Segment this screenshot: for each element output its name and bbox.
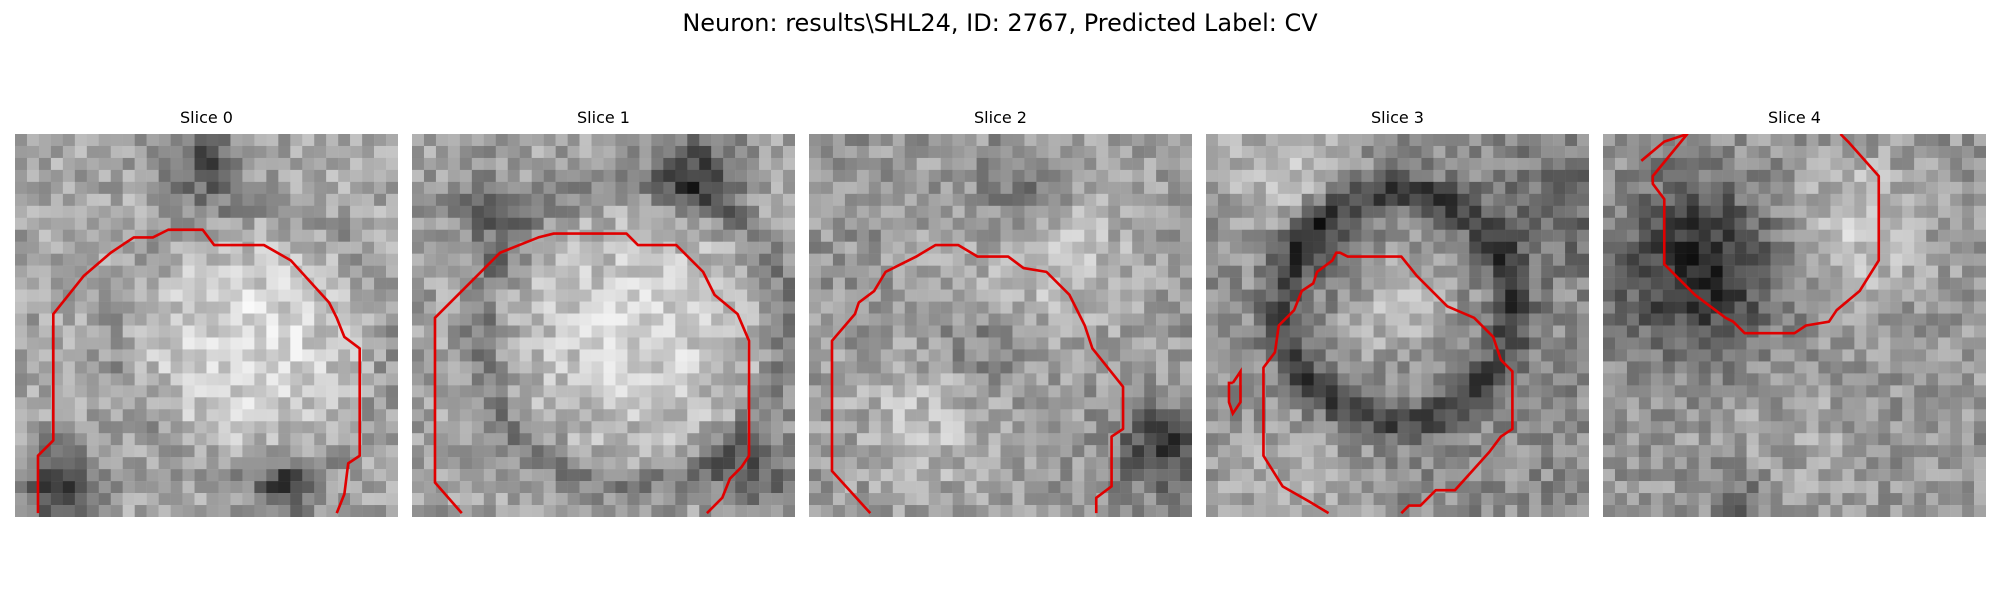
slice-panel-2: Slice 2 (809, 108, 1192, 518)
slice-title-4: Slice 4 (1603, 108, 1986, 128)
slice-panel-3: Slice 3 (1206, 108, 1589, 518)
slice-title-3: Slice 3 (1206, 108, 1589, 128)
slice-title-0: Slice 0 (15, 108, 398, 128)
slice-image-3 (1206, 134, 1589, 517)
slice-panel-4: Slice 4 (1603, 108, 1986, 518)
figure-title: Neuron: results\SHL24, ID: 2767, Predict… (0, 8, 2000, 38)
slice-image-2 (809, 134, 1192, 517)
slice-title-1: Slice 1 (412, 108, 795, 128)
slice-image-0 (15, 134, 398, 517)
slice-panel-0: Slice 0 (15, 108, 398, 518)
slice-title-2: Slice 2 (809, 108, 1192, 128)
slice-panel-1: Slice 1 (412, 108, 795, 518)
slice-image-4 (1603, 134, 1986, 517)
slice-image-1 (412, 134, 795, 517)
